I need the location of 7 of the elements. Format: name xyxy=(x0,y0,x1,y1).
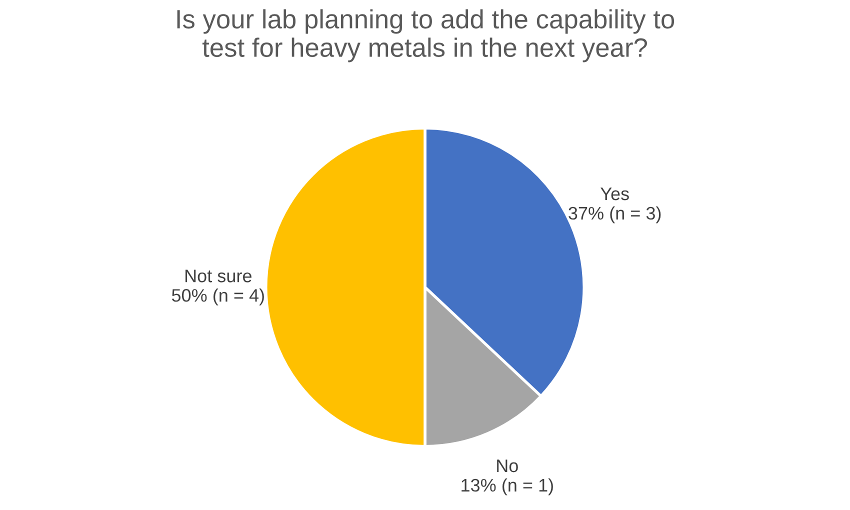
slice-label: Not sure xyxy=(186,270,252,282)
chart-title: Is your lab planning to add the capability to test for heavy metals in the next year? xyxy=(177,9,674,62)
data-label: 37% (n = 3) xyxy=(568,206,661,224)
data-label: 50% (n = 4) xyxy=(172,288,264,306)
data-label: 13% (n = 1) xyxy=(462,478,553,496)
slice-label: Yes xyxy=(600,188,629,200)
slice-label: No xyxy=(497,460,518,472)
